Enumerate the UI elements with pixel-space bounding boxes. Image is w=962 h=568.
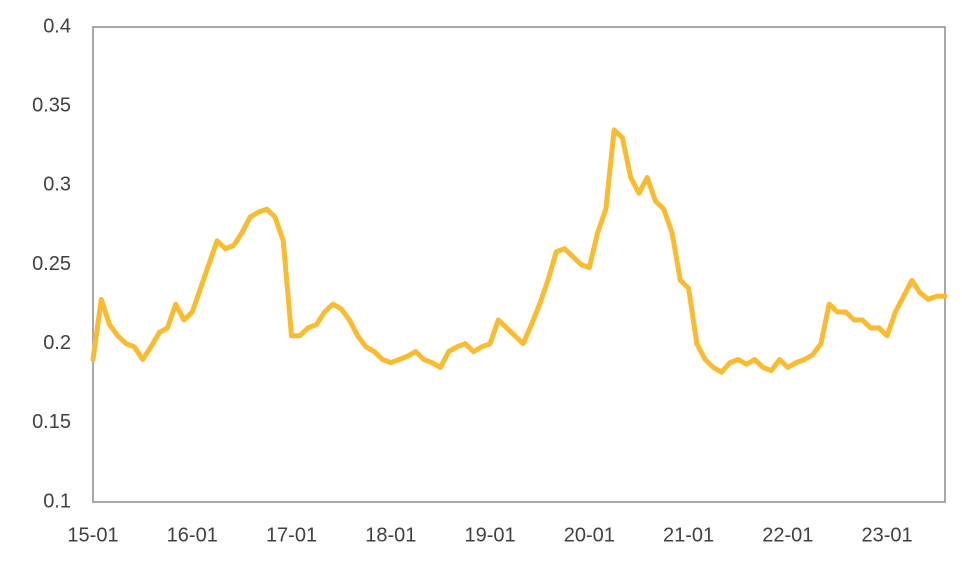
- x-tick-label: 23-01: [862, 524, 913, 546]
- x-tick-label: 20-01: [564, 524, 615, 546]
- x-tick-label: 18-01: [365, 524, 416, 546]
- plot-frame: [92, 26, 946, 503]
- y-tick-label: 0.4: [43, 15, 71, 37]
- y-tick-label: 0.35: [32, 94, 71, 116]
- x-tick-label: 16-01: [167, 524, 218, 546]
- y-tick-label: 0.15: [32, 411, 71, 433]
- y-tick-label: 0.1: [43, 490, 71, 512]
- x-tick-label: 19-01: [464, 524, 515, 546]
- y-tick-label: 0.2: [43, 332, 71, 354]
- data-line: [90, 127, 948, 375]
- x-tick-label: 22-01: [762, 524, 813, 546]
- y-tick-label: 0.25: [32, 253, 71, 275]
- x-tick-label: 17-01: [266, 524, 317, 546]
- x-tick-label: 15-01: [67, 524, 118, 546]
- y-tick-label: 0.3: [43, 174, 71, 196]
- x-tick-label: 21-01: [663, 524, 714, 546]
